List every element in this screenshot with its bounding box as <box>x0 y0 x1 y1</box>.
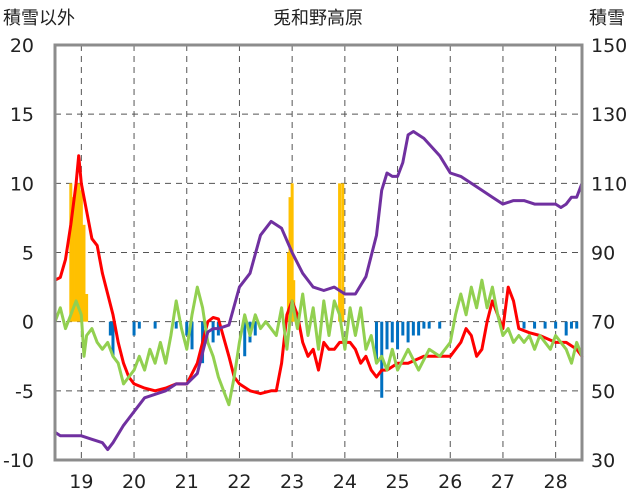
bar-1-29 <box>554 321 558 329</box>
x-tick-label: 24 <box>333 471 357 493</box>
bar-1-16 <box>385 321 389 350</box>
left-tick-label: 20 <box>10 35 34 57</box>
x-tick-label: 20 <box>122 471 146 493</box>
bar-0-10 <box>292 280 296 322</box>
bar-0-13 <box>341 183 345 322</box>
x-tick-label: 23 <box>280 471 304 493</box>
left-tick-label: 15 <box>10 104 34 126</box>
bar-0-11 <box>338 183 342 322</box>
right-tick-label: 110 <box>591 173 627 195</box>
bar-0-7 <box>286 252 290 322</box>
bar-1-18 <box>396 321 400 350</box>
bar-1-5 <box>174 321 178 329</box>
bar-1-21 <box>411 321 415 336</box>
series-line-2 <box>53 130 584 452</box>
x-tick-label: 25 <box>385 471 409 493</box>
bar-1-11 <box>243 321 247 357</box>
grid-layer <box>55 44 582 461</box>
bar-0-1 <box>71 197 75 322</box>
bar-1-2 <box>132 321 136 336</box>
bar-1-7 <box>190 321 194 350</box>
right-tick-label: 90 <box>591 243 615 265</box>
bar-1-3 <box>137 321 141 329</box>
bar-1-24 <box>427 321 431 329</box>
bar-1-4 <box>153 321 157 329</box>
bar-1-25 <box>438 321 442 329</box>
bar-0-4 <box>79 190 83 322</box>
bar-0-5 <box>82 224 86 322</box>
bar-0-8 <box>288 197 292 322</box>
bar-0-0 <box>69 183 73 322</box>
x-tick-label: 19 <box>69 471 93 493</box>
right-tick-label: 30 <box>591 450 615 472</box>
series-layer <box>53 130 584 452</box>
bar-1-27 <box>533 321 537 329</box>
bar-1-6 <box>185 321 189 336</box>
bar-1-30 <box>564 321 568 336</box>
chart-title: 兎和野高原 <box>273 8 363 29</box>
bar-1-14 <box>374 321 378 364</box>
bar-1-1 <box>111 321 115 357</box>
x-tick-label: 22 <box>227 471 251 493</box>
bar-1-19 <box>401 321 405 336</box>
left-tick-label: -5 <box>15 381 34 403</box>
bar-1-17 <box>390 321 394 343</box>
bar-0-12 <box>339 294 343 322</box>
bar-1-32 <box>575 321 579 329</box>
left-axis-title: 積雪以外 <box>3 8 75 29</box>
right-tick-label: 70 <box>591 312 615 334</box>
x-tick-label: 21 <box>175 471 199 493</box>
left-tick-label: 10 <box>10 173 34 195</box>
left-tick-label: -10 <box>3 450 34 472</box>
right-tick-label: 50 <box>591 381 615 403</box>
left-tick-label: 5 <box>22 243 34 265</box>
bar-1-28 <box>543 321 547 329</box>
bar-1-26 <box>522 321 526 329</box>
bar-1-0 <box>108 321 112 336</box>
x-tick-label: 27 <box>491 471 515 493</box>
bar-0-3 <box>77 183 81 322</box>
bar-1-9 <box>211 321 215 343</box>
bar-1-13 <box>253 321 257 336</box>
bar-0-2 <box>74 183 78 322</box>
x-tick-label: 26 <box>438 471 462 493</box>
series-line-1 <box>53 278 584 407</box>
x-tick-label: 28 <box>544 471 568 493</box>
right-tick-label: 150 <box>591 35 627 57</box>
left-tick-label: 0 <box>22 312 34 334</box>
series-line-0 <box>53 154 584 396</box>
bar-1-31 <box>569 321 573 329</box>
bar-1-20 <box>406 321 410 343</box>
bar-0-6 <box>85 294 89 322</box>
right-tick-label: 130 <box>591 104 627 126</box>
right-axis-title: 積雪 <box>589 8 625 29</box>
plot-frame <box>53 43 584 462</box>
bar-1-22 <box>417 321 421 336</box>
bar-1-23 <box>422 321 426 329</box>
